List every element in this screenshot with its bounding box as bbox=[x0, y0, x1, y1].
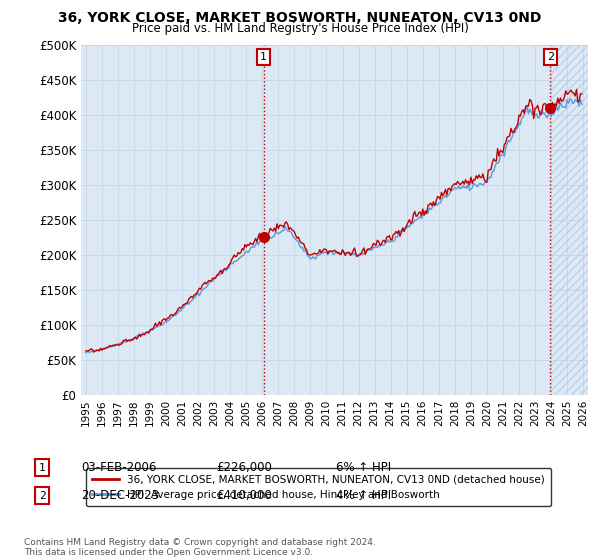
Legend: 36, YORK CLOSE, MARKET BOSWORTH, NUNEATON, CV13 0ND (detached house), HPI: Avera: 36, YORK CLOSE, MARKET BOSWORTH, NUNEATO… bbox=[86, 468, 551, 506]
Bar bbox=[551, 45, 600, 395]
Text: 03-FEB-2006: 03-FEB-2006 bbox=[81, 461, 157, 474]
Text: 4% ↑ HPI: 4% ↑ HPI bbox=[336, 489, 391, 502]
Text: 2: 2 bbox=[547, 52, 554, 62]
Text: 36, YORK CLOSE, MARKET BOSWORTH, NUNEATON, CV13 0ND: 36, YORK CLOSE, MARKET BOSWORTH, NUNEATO… bbox=[58, 11, 542, 25]
Text: Contains HM Land Registry data © Crown copyright and database right 2024.
This d: Contains HM Land Registry data © Crown c… bbox=[24, 538, 376, 557]
Text: 6% ↑ HPI: 6% ↑ HPI bbox=[336, 461, 391, 474]
Text: £410,000: £410,000 bbox=[216, 489, 272, 502]
Text: Price paid vs. HM Land Registry's House Price Index (HPI): Price paid vs. HM Land Registry's House … bbox=[131, 22, 469, 35]
Text: 2: 2 bbox=[38, 491, 46, 501]
Text: 1: 1 bbox=[38, 463, 46, 473]
Text: 20-DEC-2023: 20-DEC-2023 bbox=[81, 489, 159, 502]
Text: £226,000: £226,000 bbox=[216, 461, 272, 474]
Text: 1: 1 bbox=[260, 52, 267, 62]
